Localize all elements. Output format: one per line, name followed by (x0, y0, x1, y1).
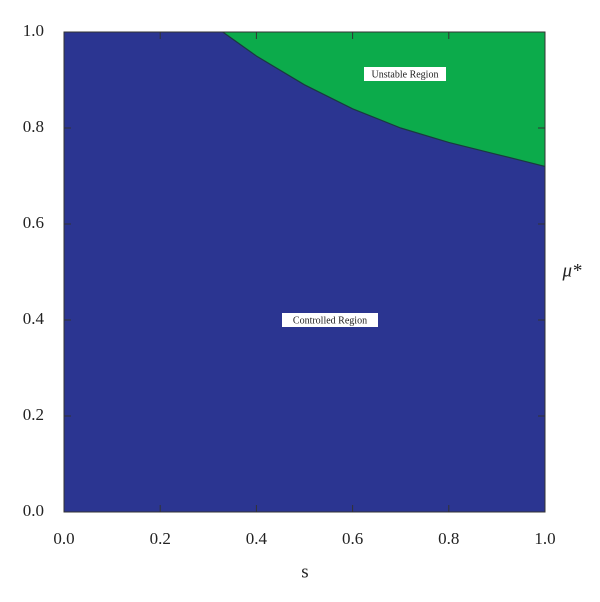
y-tick-label: 0.4 (23, 309, 45, 328)
x-tick-label: 0.4 (246, 529, 268, 548)
y-tick-label: 1.0 (23, 21, 44, 40)
x-tick-label: 1.0 (534, 529, 555, 548)
y-tick-label: 0.8 (23, 117, 44, 136)
y-axis-label: μ* (561, 260, 582, 281)
y-tick-label: 0.2 (23, 405, 44, 424)
x-tick-label: 0.0 (53, 529, 74, 548)
y-tick-label: 0.6 (23, 213, 44, 232)
y-tick-label: 0.0 (23, 501, 44, 520)
x-axis-label: s (301, 561, 308, 582)
x-tick-label: 0.2 (150, 529, 171, 548)
plot-frame (63, 31, 546, 513)
x-tick-label: 0.6 (342, 529, 363, 548)
region-label: Unstable Region (372, 69, 439, 80)
region-label-box (364, 67, 446, 81)
unstable-region (222, 32, 546, 167)
boundary-line (222, 31, 546, 167)
region-label-box (282, 313, 378, 327)
region-label: Controlled Region (293, 315, 367, 326)
x-tick-label: 0.8 (438, 529, 459, 548)
